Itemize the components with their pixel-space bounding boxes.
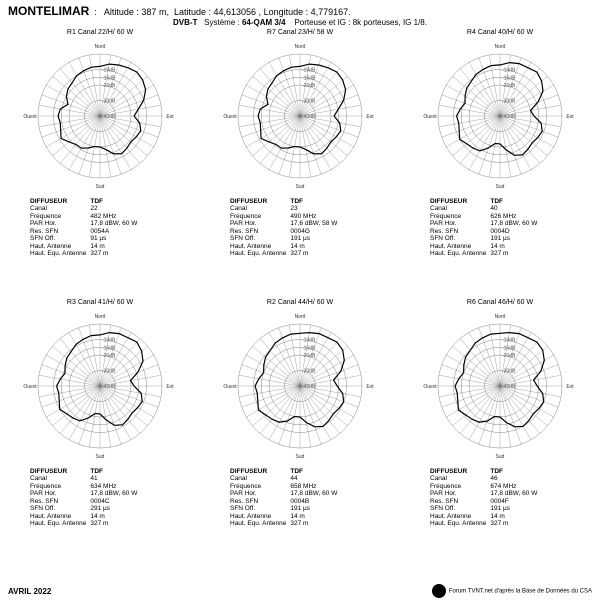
svg-text:-40dB: -40dB (302, 384, 316, 390)
svg-text:-10dB: -10dB (502, 338, 516, 344)
svg-text:-40dB: -40dB (302, 114, 316, 120)
footer-date: AVRIL 2022 (8, 587, 51, 596)
svg-text:Sud: Sud (296, 184, 305, 190)
panel-info: DIFFUSEURTDFCanal41Fréquence634 MHzPAR H… (0, 468, 200, 528)
panel-info: DIFFUSEURTDFCanal46Fréquence674 MHzPAR H… (400, 468, 600, 528)
panel-info: DIFFUSEURTDFCanal22Fréquence482 MHzPAR H… (0, 198, 200, 258)
svg-text:Est: Est (366, 114, 374, 120)
svg-text:Ouest: Ouest (423, 384, 437, 390)
svg-text:-15dB: -15dB (302, 345, 316, 351)
svg-text:Ouest: Ouest (423, 114, 437, 120)
svg-text:-20dB: -20dB (302, 353, 316, 359)
svg-text:Nord: Nord (495, 314, 506, 320)
panel-0: R1 Canal 22/H/ 60 W-10dB-15dB-20dB-30dB-… (0, 27, 200, 297)
footer: AVRIL 2022 Forum TVNT.net d'après la Bas… (8, 584, 592, 598)
svg-text:-15dB: -15dB (302, 75, 316, 81)
panel-info: DIFFUSEURTDFCanal44Fréquence658 MHzPAR H… (200, 468, 400, 528)
panel-4: R2 Canal 44/H/ 60 W-10dB-15dB-20dB-30dB-… (200, 297, 400, 567)
svg-text:-15dB: -15dB (102, 345, 116, 351)
panel-info: DIFFUSEURTDFCanal23Fréquence490 MHzPAR H… (200, 198, 400, 258)
svg-text:-40dB: -40dB (502, 384, 516, 390)
svg-text:-20dB: -20dB (102, 353, 116, 359)
panel-2: R4 Canal 40/H/ 60 W-10dB-15dB-20dB-30dB-… (400, 27, 600, 297)
svg-text:-15dB: -15dB (102, 75, 116, 81)
panel-title: R1 Canal 22/H/ 60 W (0, 29, 200, 36)
svg-text:-10dB: -10dB (302, 68, 316, 74)
svg-text:-40dB: -40dB (102, 114, 116, 120)
svg-text:-10dB: -10dB (102, 68, 116, 74)
svg-text:Sud: Sud (496, 184, 505, 190)
svg-text:-20dB: -20dB (102, 83, 116, 89)
svg-text:-20dB: -20dB (302, 83, 316, 89)
panel-title: R3 Canal 41/H/ 60 W (0, 299, 200, 306)
svg-text:Ouest: Ouest (23, 384, 37, 390)
svg-text:-10dB: -10dB (302, 338, 316, 344)
svg-text:-15dB: -15dB (502, 345, 516, 351)
chart-grid: R1 Canal 22/H/ 60 W-10dB-15dB-20dB-30dB-… (0, 27, 600, 567)
panel-5: R6 Canal 46/H/ 60 W-10dB-15dB-20dB-30dB-… (400, 297, 600, 567)
header: MONTELIMAR : Altitude : 387 m, Latitude … (0, 0, 600, 27)
svg-text:Ouest: Ouest (23, 114, 37, 120)
logo-icon (432, 584, 446, 598)
svg-text:Nord: Nord (95, 44, 106, 50)
svg-text:-10dB: -10dB (102, 338, 116, 344)
svg-text:-20dB: -20dB (502, 83, 516, 89)
svg-text:Est: Est (166, 384, 174, 390)
panel-3: R3 Canal 41/H/ 60 W-10dB-15dB-20dB-30dB-… (0, 297, 200, 567)
footer-source: Forum TVNT.net d'après la Base de Donnée… (449, 589, 592, 595)
panel-info: DIFFUSEURTDFCanal40Fréquence626 MHzPAR H… (400, 198, 600, 258)
svg-text:Est: Est (566, 114, 574, 120)
svg-text:Est: Est (166, 114, 174, 120)
panel-title: R6 Canal 46/H/ 60 W (400, 299, 600, 306)
svg-text:Ouest: Ouest (223, 114, 237, 120)
svg-text:-10dB: -10dB (502, 68, 516, 74)
svg-text:Sud: Sud (296, 454, 305, 460)
svg-text:Nord: Nord (295, 44, 306, 50)
panel-title: R2 Canal 44/H/ 60 W (200, 299, 400, 306)
panel-1: R7 Canal 23/H/ 58 W-10dB-15dB-20dB-30dB-… (200, 27, 400, 297)
site-name: MONTELIMAR (8, 4, 89, 18)
svg-text:Sud: Sud (96, 454, 105, 460)
panel-title: R7 Canal 23/H/ 58 W (200, 29, 400, 36)
svg-text:-20dB: -20dB (502, 353, 516, 359)
svg-text:Sud: Sud (496, 454, 505, 460)
svg-text:Ouest: Ouest (223, 384, 237, 390)
svg-text:Nord: Nord (495, 44, 506, 50)
panel-title: R4 Canal 40/H/ 60 W (400, 29, 600, 36)
svg-text:-15dB: -15dB (502, 75, 516, 81)
svg-text:Est: Est (366, 384, 374, 390)
svg-text:Sud: Sud (96, 184, 105, 190)
svg-text:Est: Est (566, 384, 574, 390)
svg-text:Nord: Nord (95, 314, 106, 320)
svg-text:-40dB: -40dB (102, 384, 116, 390)
svg-text:Nord: Nord (295, 314, 306, 320)
svg-text:-40dB: -40dB (502, 114, 516, 120)
